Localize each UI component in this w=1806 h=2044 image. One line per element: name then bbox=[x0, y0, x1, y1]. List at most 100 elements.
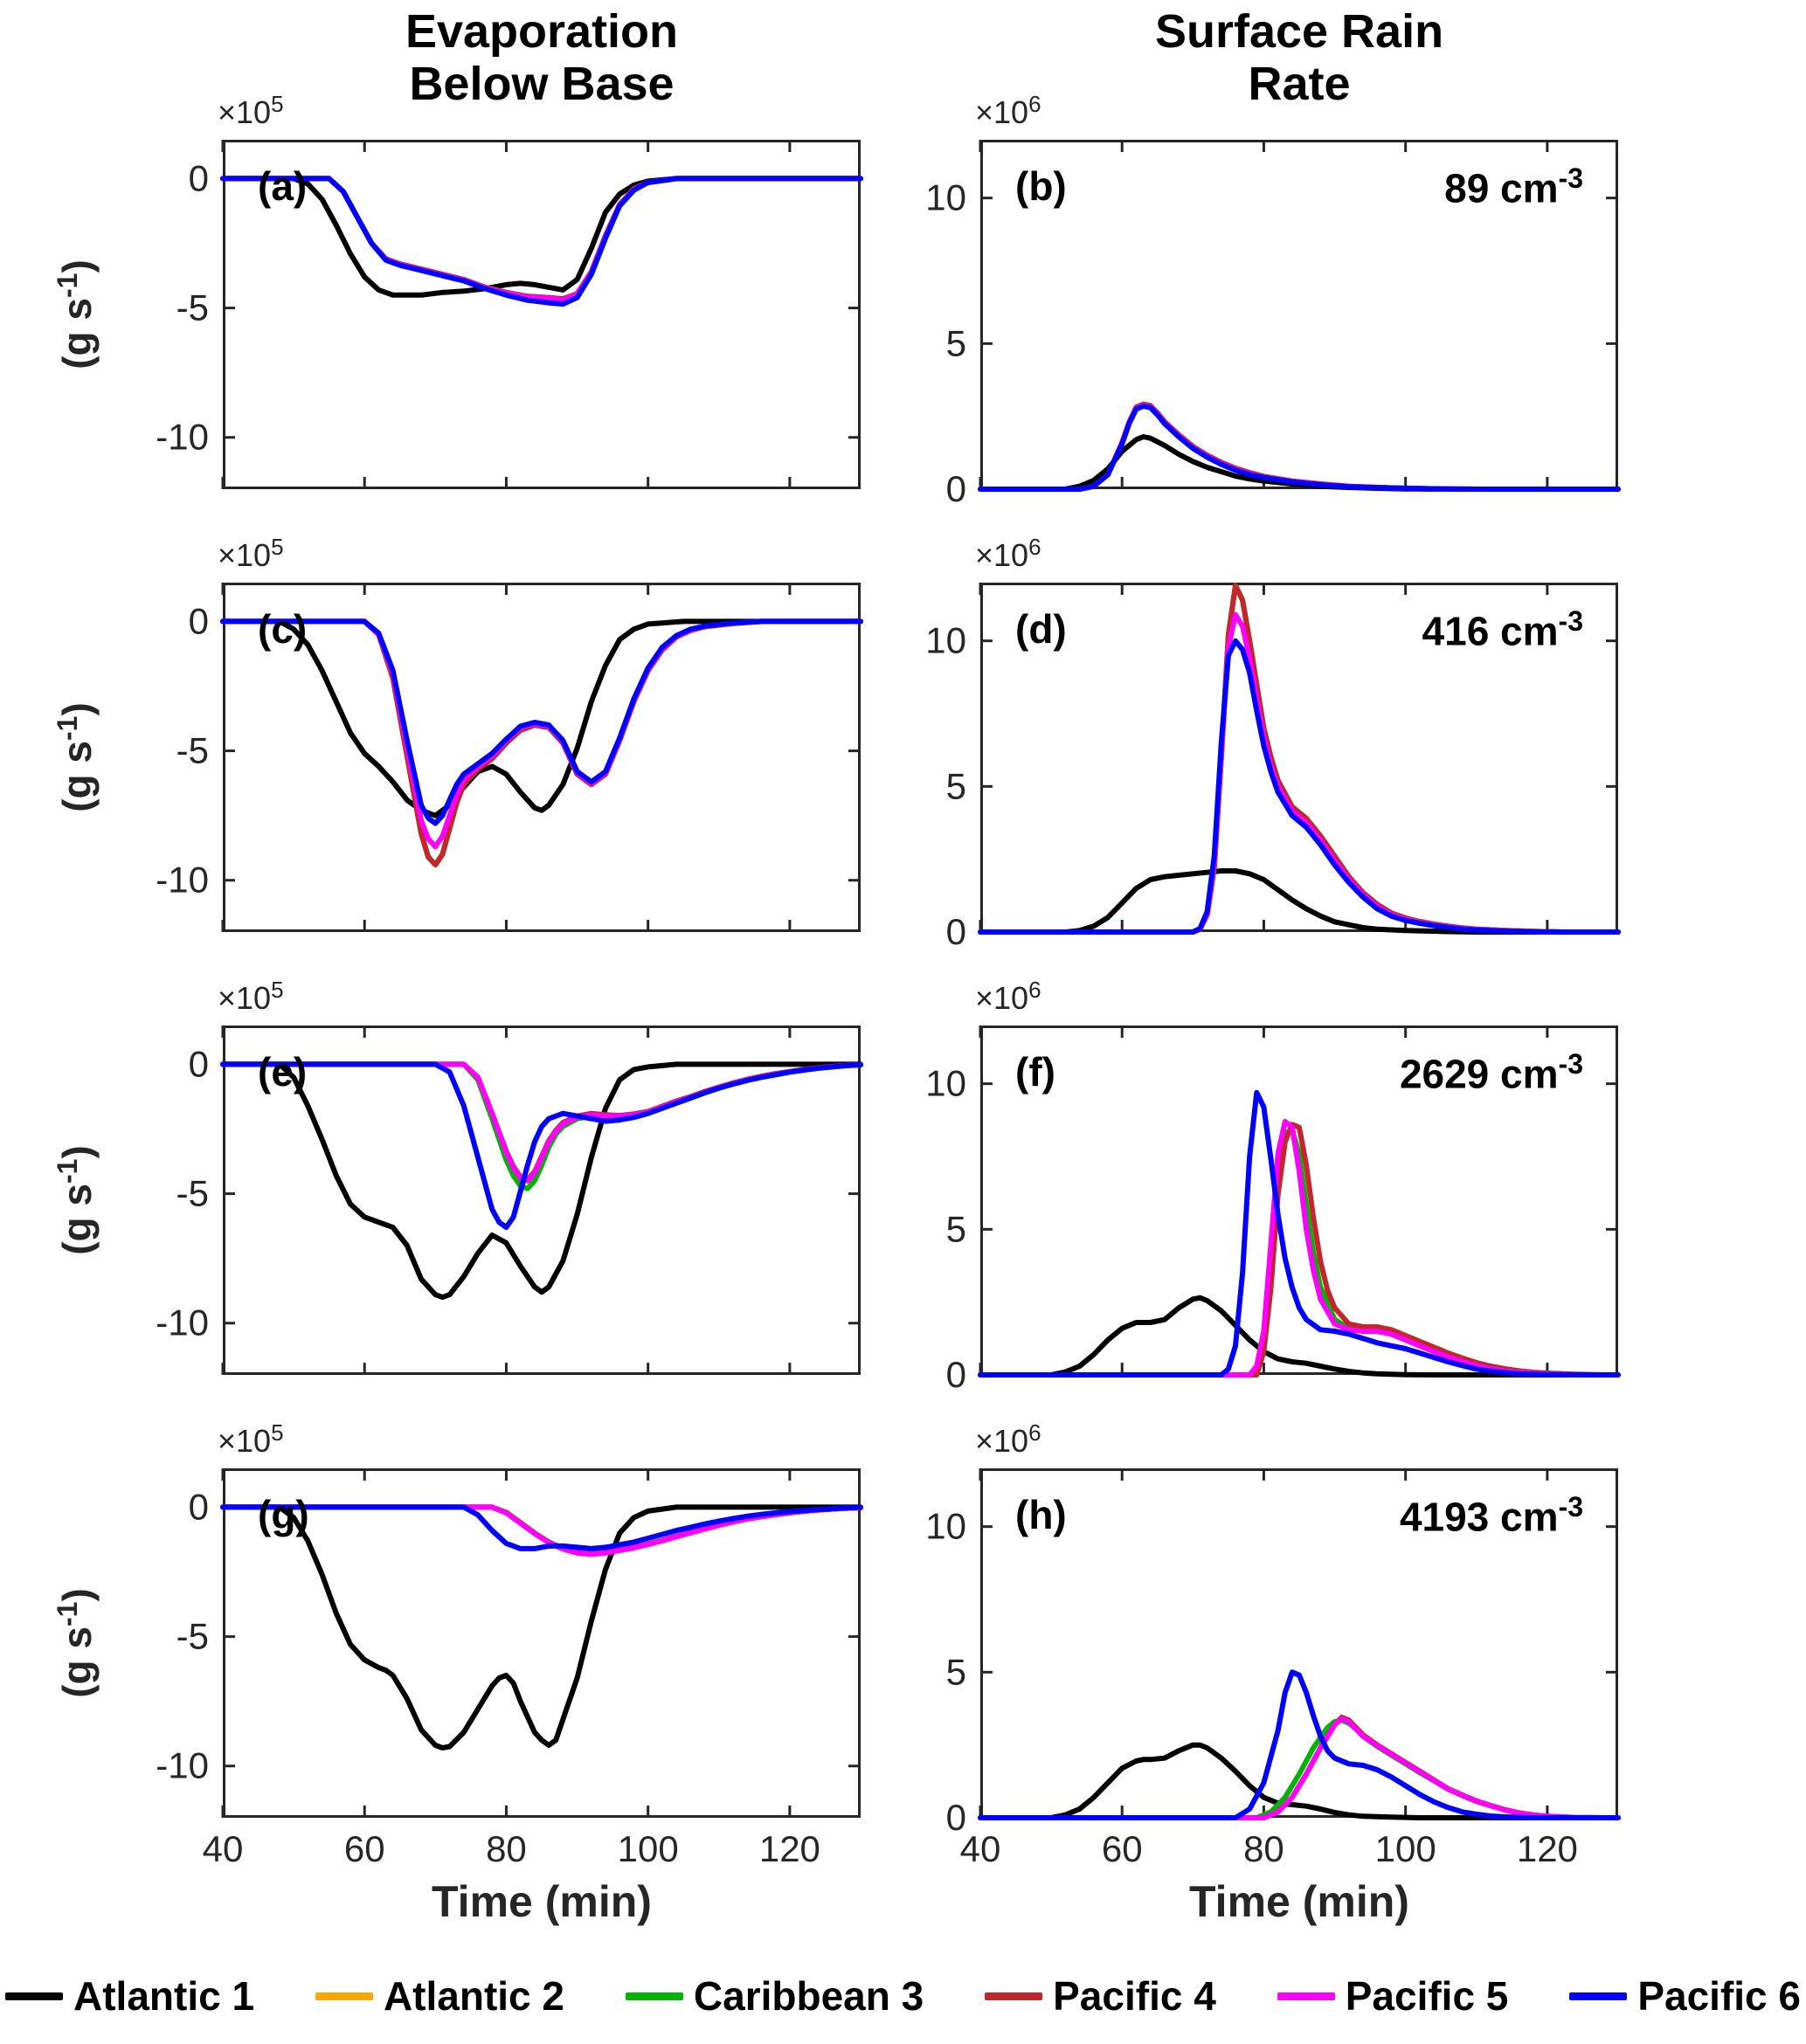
panel-a-evaporation-89: ×105 (g s-1) 0 -5 -10 (a) bbox=[52, 91, 863, 489]
series-pacific-6 bbox=[978, 638, 1621, 935]
x-tick-label: 40 bbox=[203, 1828, 244, 1869]
plot-border bbox=[980, 1468, 1618, 1818]
plot-area: 40 60 80 100 120 0 5 10 bbox=[925, 1468, 1621, 1869]
panel-label: (c) bbox=[258, 606, 308, 652]
y-tick-label: 0 bbox=[946, 468, 966, 509]
panel-e-evaporation-2629: ×105 (g s-1) 0 -5 -10 (e) bbox=[52, 977, 863, 1375]
plot-area: 0 -5 -10 bbox=[156, 140, 863, 489]
series-atlantic-1 bbox=[220, 618, 863, 818]
plot-border bbox=[980, 583, 1618, 932]
plot-area: 0 5 10 bbox=[925, 1025, 1621, 1395]
plot-border bbox=[223, 140, 861, 489]
y-axis-label: (g s-1) bbox=[51, 702, 100, 812]
y-axis-exponent: ×106 bbox=[975, 534, 1041, 573]
legend-item-pacific-6: Pacific 6 bbox=[1569, 1972, 1801, 2020]
y-axis-label: (g s-1) bbox=[51, 1588, 100, 1698]
x-tick-label: 60 bbox=[344, 1828, 385, 1869]
legend-label: Atlantic 2 bbox=[383, 1973, 564, 2019]
right-column-title: Surface Rain Rate bbox=[980, 5, 1618, 111]
legend-item-caribbean-3: Caribbean 3 bbox=[625, 1972, 924, 2020]
panel-label: (h) bbox=[1015, 1492, 1067, 1537]
x-axis-label-right: Time (min) bbox=[1189, 1877, 1409, 1926]
legend-label: Pacific 5 bbox=[1345, 1973, 1509, 2019]
x-tick-label: 80 bbox=[486, 1828, 527, 1869]
legend-line-swatch bbox=[315, 1992, 373, 2000]
legend-line-swatch bbox=[985, 1992, 1043, 2000]
series-pacific-5 bbox=[978, 611, 1621, 935]
series-atlantic-2 bbox=[978, 1715, 1621, 1820]
legend-line-swatch bbox=[1569, 1992, 1628, 2000]
y-axis-exponent: ×105 bbox=[218, 534, 284, 573]
series-pacific-6 bbox=[220, 176, 863, 307]
y-tick-label: 10 bbox=[925, 1506, 966, 1547]
legend-item-atlantic-2: Atlantic 2 bbox=[315, 1972, 564, 2020]
plot-border bbox=[980, 1025, 1618, 1375]
x-tick-label: 100 bbox=[1375, 1828, 1436, 1869]
y-tick-label: 0 bbox=[189, 1043, 209, 1084]
y-tick-label: -10 bbox=[156, 1745, 209, 1786]
y-tick-label: 0 bbox=[189, 600, 209, 641]
panel-b-rain-89: ×106 0 5 10 (b) 89 cm-3 bbox=[925, 91, 1621, 509]
x-tick-label: 40 bbox=[960, 1828, 1001, 1869]
series-atlantic-1 bbox=[978, 1742, 1621, 1820]
plot-border bbox=[980, 140, 1618, 489]
y-tick-label: -5 bbox=[176, 730, 209, 771]
series-atlantic-2 bbox=[220, 618, 863, 867]
y-tick-label: 10 bbox=[925, 1063, 966, 1104]
x-tick-label: 80 bbox=[1243, 1828, 1284, 1869]
y-tick-label: 0 bbox=[946, 1354, 966, 1395]
left-title-line1: Evaporation bbox=[405, 5, 679, 58]
y-tick-label: 5 bbox=[946, 1208, 966, 1249]
legend-label: Pacific 4 bbox=[1053, 1973, 1216, 2019]
series-pacific-5 bbox=[978, 1716, 1621, 1820]
plot-area: 0 5 10 bbox=[925, 140, 1621, 509]
series-pacific-6 bbox=[978, 404, 1621, 492]
y-tick-label: 5 bbox=[946, 765, 966, 806]
x-tick-label: 60 bbox=[1102, 1828, 1143, 1869]
left-column-title: Evaporation Below Base bbox=[223, 5, 861, 111]
panel-f-rain-2629: ×106 0 5 10 (f) 2629 cm-3 bbox=[925, 977, 1621, 1395]
series-pacific-6 bbox=[220, 1504, 863, 1551]
left-title-line2: Below Base bbox=[409, 58, 675, 111]
legend-item-pacific-5: Pacific 5 bbox=[1277, 1972, 1509, 2020]
series-atlantic-1 bbox=[220, 1061, 863, 1301]
series-pacific-6 bbox=[220, 618, 863, 826]
plot-area: 40 60 80 100 120 0 -5 -10 bbox=[156, 1468, 863, 1869]
plot-area: 0 -5 -10 bbox=[156, 583, 863, 932]
plot-border bbox=[223, 1468, 861, 1818]
series-atlantic-1 bbox=[978, 1295, 1621, 1378]
y-tick-label: 5 bbox=[946, 1651, 966, 1692]
panel-label: (f) bbox=[1015, 1049, 1055, 1095]
series-pacific-5 bbox=[220, 1061, 863, 1184]
droplet-concentration-annotation: 416 cm-3 bbox=[1422, 605, 1583, 654]
plot-area: 0 5 10 bbox=[925, 583, 1621, 952]
y-axis-exponent: ×105 bbox=[218, 1419, 284, 1459]
legend-item-atlantic-1: Atlantic 1 bbox=[5, 1972, 254, 2020]
series-pacific-6 bbox=[978, 1089, 1621, 1378]
series-pacific-4 bbox=[978, 401, 1621, 492]
droplet-concentration-annotation: 2629 cm-3 bbox=[1399, 1048, 1583, 1097]
series-atlantic-1 bbox=[220, 1504, 863, 1751]
legend-line-swatch bbox=[625, 1992, 683, 2000]
y-axis-exponent: ×105 bbox=[218, 977, 284, 1016]
panel-label: (b) bbox=[1015, 163, 1067, 209]
y-tick-label: 0 bbox=[189, 1486, 209, 1527]
y-axis-label: (g s-1) bbox=[51, 1145, 100, 1255]
panel-label: (g) bbox=[258, 1492, 309, 1537]
y-tick-label: -5 bbox=[176, 287, 209, 328]
panel-label: (a) bbox=[258, 163, 308, 209]
y-tick-label: -10 bbox=[156, 417, 209, 458]
droplet-concentration-annotation: 4193 cm-3 bbox=[1399, 1491, 1583, 1540]
y-tick-label: 0 bbox=[946, 1797, 966, 1838]
series-pacific-6 bbox=[978, 1669, 1621, 1820]
panel-g-evaporation-4193: ×105 (g s-1) 40 60 80 100 120 0 -5 -10 (g) bbox=[52, 1419, 863, 1869]
panel-label: (d) bbox=[1015, 606, 1067, 652]
y-tick-label: -10 bbox=[156, 1302, 209, 1343]
x-axis-label-left: Time (min) bbox=[432, 1877, 652, 1926]
y-axis-exponent: ×105 bbox=[218, 91, 284, 130]
y-tick-label: -10 bbox=[156, 860, 209, 901]
y-axis-exponent: ×106 bbox=[975, 91, 1041, 130]
panel-c-evaporation-416: ×105 (g s-1) 0 -5 -10 (c) bbox=[52, 534, 863, 932]
panel-h-rain-4193: ×106 40 60 80 100 120 0 5 10 (h) 4193 cm-3 bbox=[925, 1419, 1621, 1869]
